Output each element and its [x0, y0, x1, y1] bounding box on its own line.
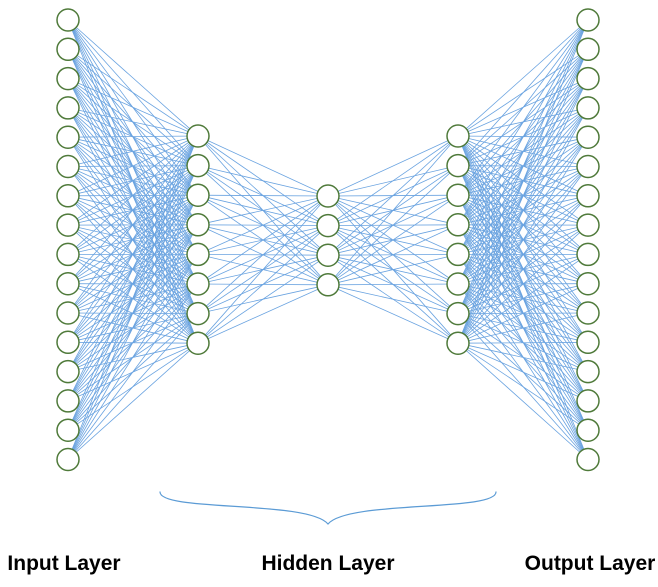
neuron-node	[57, 243, 79, 265]
labels: Input Layer Hidden Layer Output Layer	[7, 552, 655, 575]
neuron-node	[577, 419, 599, 441]
neuron-node	[577, 390, 599, 412]
layer-output	[577, 9, 599, 471]
neuron-node	[577, 331, 599, 353]
neuron-node	[57, 419, 79, 441]
neuron-node	[577, 97, 599, 119]
neuron-node	[447, 273, 469, 295]
layer-input	[57, 9, 79, 471]
neuron-node	[577, 38, 599, 60]
edge	[328, 195, 458, 285]
neuron-node	[447, 303, 469, 325]
neuron-node	[57, 273, 79, 295]
neuron-node	[447, 332, 469, 354]
neuron-node	[447, 155, 469, 177]
edge	[198, 196, 328, 343]
neuron-node	[57, 185, 79, 207]
neuron-node	[447, 243, 469, 265]
neuron-node	[57, 302, 79, 324]
neuron-node	[187, 155, 209, 177]
edge	[458, 167, 588, 344]
neuron-node	[577, 9, 599, 31]
neuron-node	[577, 449, 599, 471]
layer-hidden2	[317, 185, 339, 296]
neuron-node	[317, 185, 339, 207]
neuron-node	[187, 303, 209, 325]
edge	[328, 285, 458, 314]
neuron-node	[577, 156, 599, 178]
neuron-node	[447, 125, 469, 147]
neuron-node	[57, 156, 79, 178]
neuron-node	[57, 361, 79, 383]
hidden-layer-brace	[160, 492, 496, 524]
edge	[68, 108, 198, 136]
edge	[458, 342, 588, 343]
neuron-node	[57, 126, 79, 148]
neuron-node	[187, 243, 209, 265]
neuron-node	[57, 214, 79, 236]
edge	[458, 20, 588, 284]
neuron-node	[317, 274, 339, 296]
edge	[198, 285, 328, 343]
neuron-node	[577, 214, 599, 236]
edge	[328, 136, 458, 285]
neuron-node	[57, 390, 79, 412]
edge	[328, 136, 458, 196]
neuron-node	[317, 215, 339, 237]
layer-hidden1	[187, 125, 209, 354]
edge	[68, 254, 198, 459]
neuron-node	[57, 449, 79, 471]
edge	[68, 284, 198, 460]
neuron-node	[187, 214, 209, 236]
output-layer-label: Output Layer	[525, 552, 656, 575]
edge	[198, 196, 328, 284]
edge	[68, 79, 198, 136]
edge	[458, 343, 588, 401]
edge	[458, 20, 588, 343]
edge	[198, 195, 328, 196]
neuron-node	[57, 331, 79, 353]
edge	[198, 196, 328, 225]
nodes	[57, 9, 599, 471]
neuron-node	[447, 184, 469, 206]
edge	[458, 20, 588, 225]
neuron-node	[57, 38, 79, 60]
edge	[458, 20, 588, 195]
neuron-node	[577, 68, 599, 90]
hidden-layer-label: Hidden Layer	[261, 552, 394, 575]
edge	[198, 166, 328, 196]
layer-hidden3	[447, 125, 469, 354]
edge	[328, 285, 458, 343]
neuron-node	[57, 68, 79, 90]
edge	[198, 136, 328, 196]
neuron-node	[317, 244, 339, 266]
neuron-node	[187, 332, 209, 354]
neuron-node	[577, 126, 599, 148]
neuron-node	[577, 243, 599, 265]
edge	[68, 195, 198, 459]
edge	[458, 343, 588, 371]
input-layer-label: Input Layer	[7, 552, 120, 575]
edge	[328, 254, 458, 284]
edges	[68, 20, 588, 460]
edge	[328, 284, 458, 285]
neuron-node	[57, 9, 79, 31]
neuron-node	[447, 214, 469, 236]
neuron-node	[577, 361, 599, 383]
edge	[328, 136, 458, 226]
neuron-node	[577, 302, 599, 324]
neuron-node	[577, 185, 599, 207]
neural-network-diagram: Input Layer Hidden Layer Output Layer	[0, 0, 658, 587]
neuron-node	[577, 273, 599, 295]
neuron-node	[57, 97, 79, 119]
neuron-node	[187, 273, 209, 295]
neuron-node	[187, 125, 209, 147]
edge	[198, 255, 328, 343]
neuron-node	[187, 184, 209, 206]
